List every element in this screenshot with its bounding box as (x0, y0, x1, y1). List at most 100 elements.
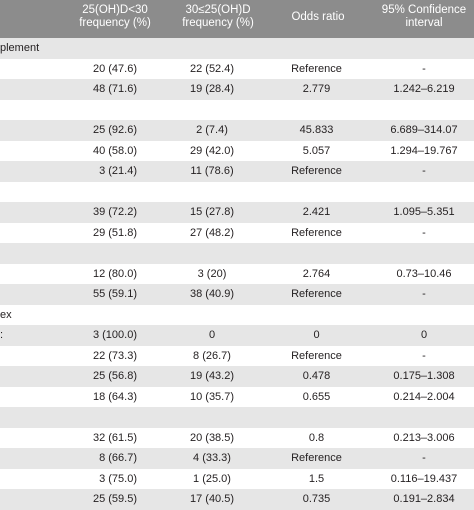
cell-confidence-interval: 0.213–3.006 (393, 431, 455, 444)
cell-odds-ratio (272, 305, 361, 326)
cell-confidence-interval: - (422, 452, 426, 464)
table-row: ex (0, 304, 474, 326)
cell-odds-ratio: 45.833 (299, 124, 334, 136)
cell-normal-vitd-frequency (160, 243, 264, 264)
cell-normal-vitd-frequency: 17 (40.5) (189, 493, 235, 505)
cell-odds-ratio (272, 243, 361, 264)
cell-low-vitd-frequency: 3 (21.4) (99, 165, 137, 177)
table-row (0, 181, 474, 203)
cell-low-vitd-frequency: 12 (80.0) (92, 267, 137, 280)
cell-confidence-interval (374, 305, 474, 326)
cell-low-vitd-frequency (0, 305, 137, 326)
cell-odds-ratio: 2.764 (302, 267, 331, 280)
cell-normal-vitd-frequency: 10 (35.7) (189, 390, 235, 403)
cell-confidence-interval: 0.73–10.46 (396, 267, 452, 280)
cell-odds-ratio: 0 (313, 329, 320, 341)
cell-odds-ratio: 2.779 (302, 83, 331, 95)
cell-odds-ratio: 1.5 (308, 472, 325, 485)
table-row: 48 (71.6) 19 (28.4) 2.779 1.242–6.219 (0, 79, 474, 100)
cell-normal-vitd-frequency: 3 (20) (197, 267, 227, 280)
cell-confidence-interval: 0 (420, 329, 428, 341)
table-row: 39 (72.2) 15 (27.8) 2.421 1.095–5.351 (0, 202, 474, 223)
cell-confidence-interval: - (422, 226, 426, 239)
table-row: 25 (59.5) 17 (40.5) 0.735 0.191–2.834 (0, 489, 474, 510)
cell-confidence-interval: - (422, 165, 426, 177)
cell-normal-vitd-frequency (160, 100, 264, 121)
header-confidence-interval: 95% Confidence interval (374, 4, 474, 30)
cell-normal-vitd-frequency: 20 (38.5) (189, 431, 235, 444)
table-row: 55 (59.1) 38 (40.9) Reference - (0, 284, 474, 305)
cell-odds-ratio: 0.478 (302, 370, 331, 382)
cell-odds-ratio: 0.8 (308, 431, 325, 444)
cell-confidence-interval: 1.294–19.767 (390, 144, 458, 157)
cell-confidence-interval: 0.214–2.004 (393, 390, 455, 403)
header-normal-vitd: 30≤25(OH)D frequency (%) (166, 4, 270, 30)
header-normal-vitd-line2: frequency (%) (182, 17, 254, 29)
table-row: 3 (21.4) 11 (78.6) Reference - (0, 161, 474, 182)
cell-normal-vitd-frequency: 38 (40.9) (189, 288, 235, 300)
table-row: 3 (75.0) 1 (25.0) 1.5 0.116–19.437 (0, 468, 474, 489)
cell-odds-ratio (272, 38, 361, 59)
cell-confidence-interval: - (422, 349, 426, 362)
cell-low-vitd-frequency: 25 (56.8) (92, 370, 137, 382)
cell-normal-vitd-frequency: 2 (7.4) (196, 124, 228, 136)
cell-normal-vitd-frequency (160, 182, 264, 203)
cell-normal-vitd-frequency (160, 38, 264, 59)
cell-normal-vitd-frequency: 11 (78.6) (190, 165, 234, 177)
cell-confidence-interval: 0.116–19.437 (390, 472, 458, 485)
header-low-vitd-line2: frequency (%) (79, 17, 151, 29)
table-row: 22 (73.3) 8 (26.7) Reference - (0, 345, 474, 366)
cell-odds-ratio: Reference (291, 452, 342, 464)
cell-confidence-interval: 0.175–1.308 (393, 370, 455, 382)
cell-low-vitd-frequency: 3 (100.0) (92, 329, 137, 341)
cell-confidence-interval: 0.191–2.834 (393, 493, 455, 505)
cell-odds-ratio: 5.057 (302, 144, 331, 157)
cell-odds-ratio: 0.655 (302, 390, 331, 403)
cell-confidence-interval (374, 38, 474, 59)
cell-low-vitd-frequency: 29 (51.8) (92, 226, 137, 239)
cell-odds-ratio: Reference (291, 288, 342, 300)
cell-normal-vitd-frequency (160, 305, 264, 326)
cell-low-vitd-frequency: 20 (47.6) (92, 62, 137, 75)
cell-confidence-interval (374, 182, 474, 203)
cell-low-vitd-frequency (0, 182, 137, 203)
cell-odds-ratio (272, 407, 361, 428)
cell-low-vitd-frequency (0, 100, 137, 121)
cell-normal-vitd-frequency: 8 (26.7) (193, 349, 231, 362)
table-row: 40 (58.0) 29 (42.0) 5.057 1.294–19.767 (0, 140, 474, 161)
cell-low-vitd-frequency (0, 407, 137, 428)
table-row (0, 99, 474, 121)
cell-confidence-interval (374, 407, 474, 428)
table-row: 8 (66.7) 4 (33.3) Reference - (0, 448, 474, 469)
cell-normal-vitd-frequency: 1 (25.0) (193, 472, 231, 485)
cell-normal-vitd-frequency: 0 (208, 329, 216, 341)
cell-low-vitd-frequency: 25 (92.6) (92, 124, 137, 136)
cell-normal-vitd-frequency: 19 (28.4) (189, 83, 235, 95)
cell-odds-ratio: Reference (291, 349, 342, 362)
cell-confidence-interval (374, 100, 474, 121)
table-row: 18 (64.3) 10 (35.7) 0.655 0.214–2.004 (0, 386, 474, 407)
cell-odds-ratio: Reference (291, 165, 342, 177)
row-label: : (0, 329, 4, 341)
cell-low-vitd-frequency: 22 (73.3) (92, 349, 137, 362)
table-row (0, 243, 474, 264)
cell-low-vitd-frequency: 3 (75.0) (99, 472, 137, 485)
cell-odds-ratio: 0.735 (302, 493, 331, 505)
cell-low-vitd-frequency: 25 (59.5) (92, 493, 137, 505)
cell-low-vitd-frequency (0, 243, 137, 264)
cell-low-vitd-frequency: 40 (58.0) (92, 144, 137, 157)
cell-confidence-interval: 1.095–5.351 (393, 206, 455, 218)
table-header: 25(OH)D<30 frequency (%) 30≤25(OH)D freq… (0, 0, 474, 38)
header-ci-line2: interval (405, 17, 443, 29)
table-row: 25 (92.6) 2 (7.4) 45.833 6.689–314.07 (0, 120, 474, 141)
cell-low-vitd-frequency (0, 38, 137, 59)
cell-confidence-interval: 6.689–314.07 (390, 124, 458, 136)
cell-normal-vitd-frequency (160, 407, 264, 428)
cell-normal-vitd-frequency: 4 (33.3) (193, 452, 231, 464)
cell-confidence-interval: - (422, 62, 426, 75)
cell-odds-ratio (272, 182, 361, 203)
cell-normal-vitd-frequency: 27 (48.2) (189, 226, 235, 239)
table-row (0, 407, 474, 428)
cell-low-vitd-frequency: 18 (64.3) (92, 390, 137, 403)
header-low-vitd-line1: 25(OH)D<30 (82, 4, 148, 16)
